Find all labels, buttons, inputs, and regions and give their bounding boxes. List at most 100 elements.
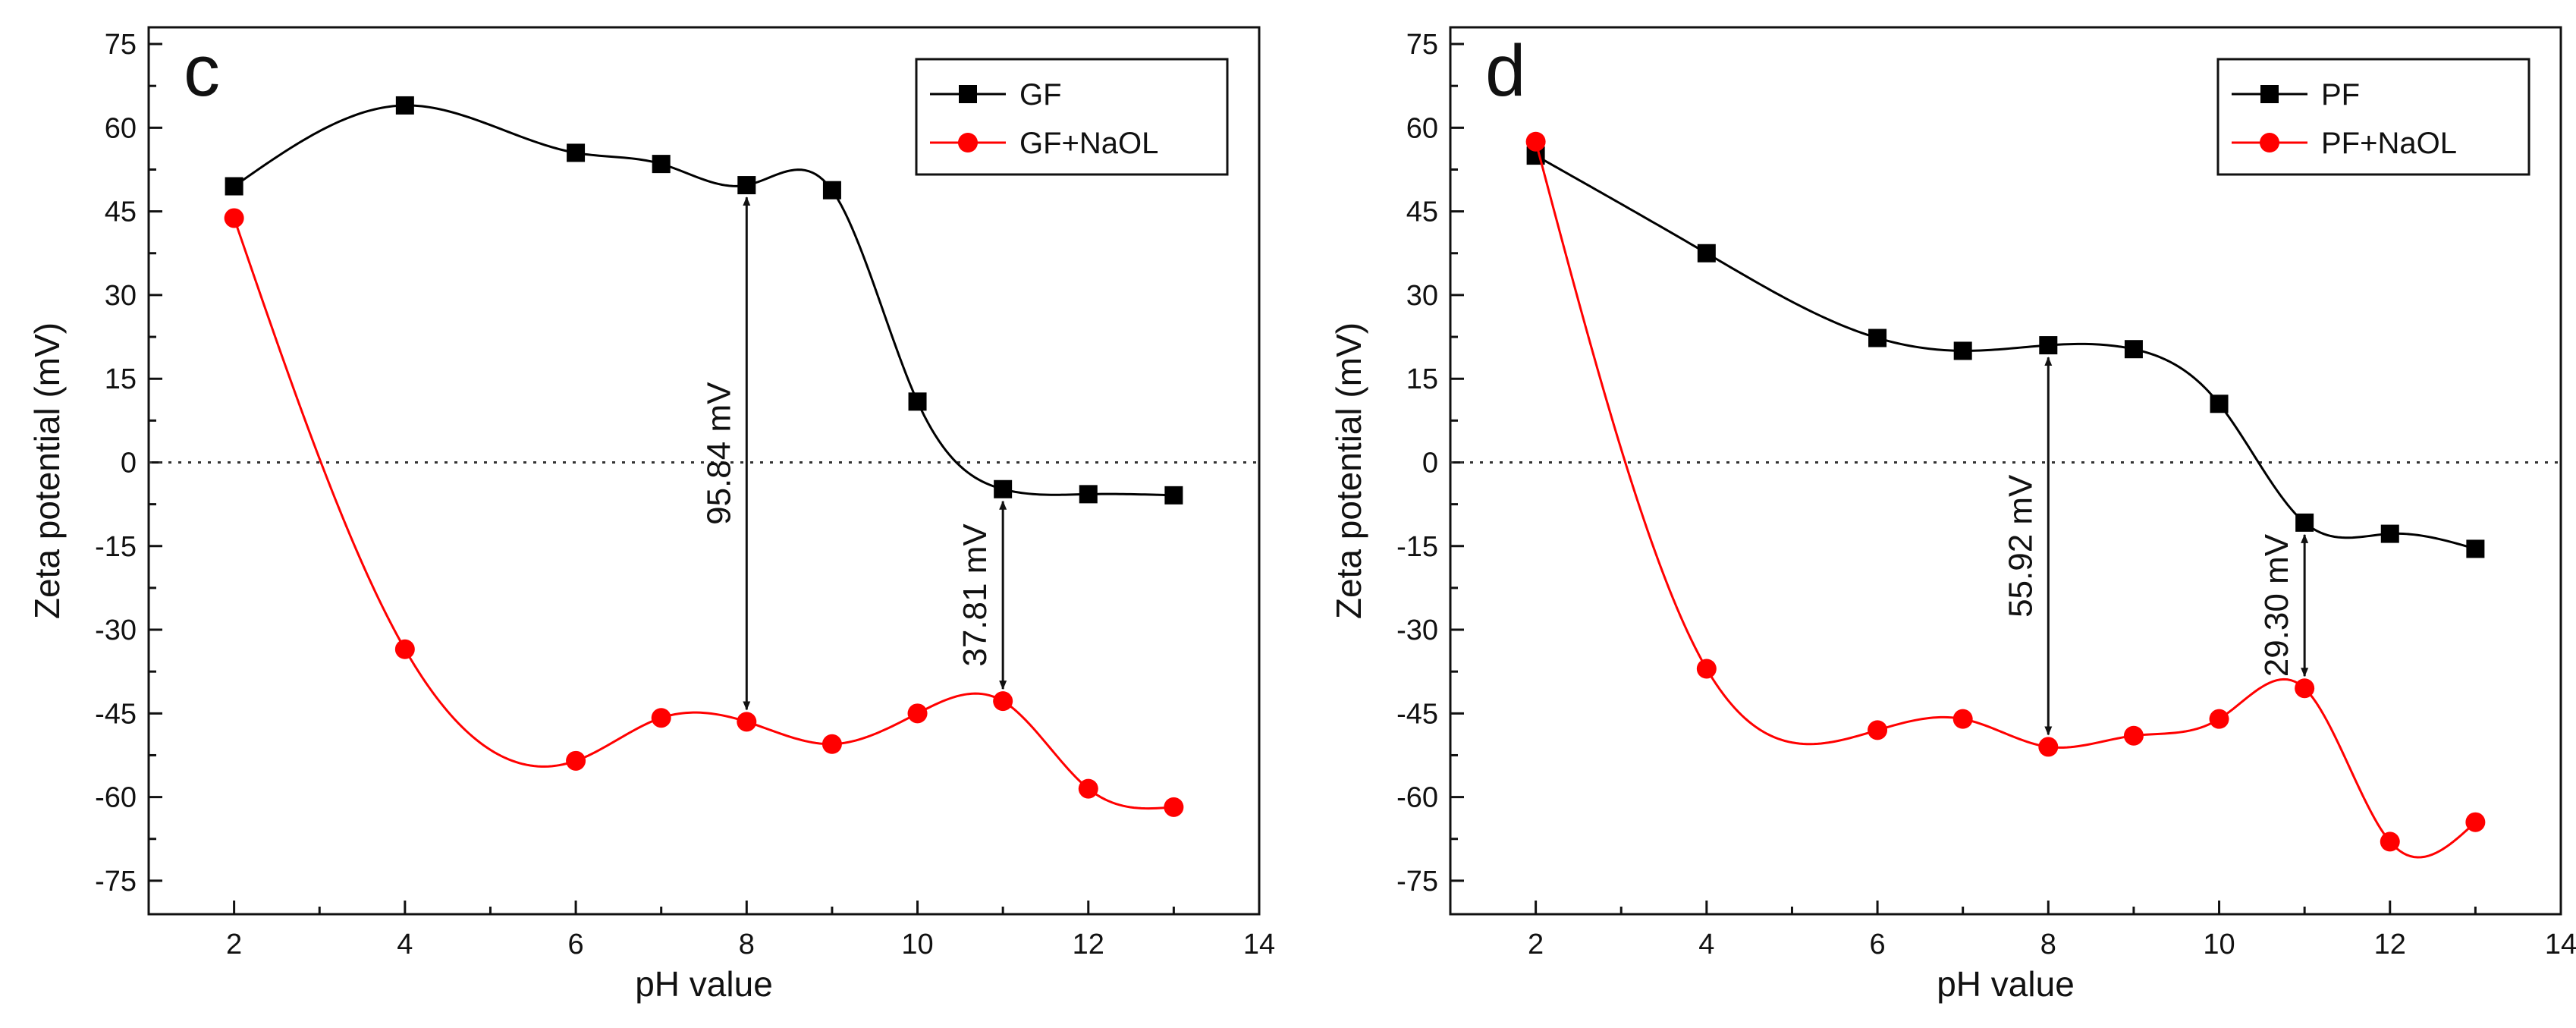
data-point [1953,341,1972,360]
data-point [2380,524,2399,543]
legend-box [2216,58,2530,176]
y-tick-label: 15 [1406,363,1438,395]
data-point [2124,340,2143,359]
y-tick-label: 75 [1406,29,1438,61]
difference-label: 55.92 mV [2002,474,2039,618]
legend-entry: GF+NaOL [1019,127,1158,160]
x-axis-label: pH value [635,964,773,1004]
difference-label: 95.84 mV [700,382,737,525]
y-tick-label: -75 [1396,866,1438,898]
x-tick-label: 12 [2374,929,2406,960]
chart-panel-d: 2 4 6 8 10 12 14 75 60 45 30 15 0 -15 -30 -45 -60 -75 pH v… [1329,26,2576,1004]
data-point [1696,659,1717,679]
x-tick-label: 12 [1073,929,1104,960]
series-line-gf [233,104,1174,497]
plot-frame [147,26,1261,916]
data-point [1164,797,1184,817]
y-axis-label: Zeta potential (mV) [1329,322,1368,619]
data-point [908,392,927,411]
panel-letter: d [1485,30,1525,112]
y-axis-label: Zeta potential (mV) [27,322,67,619]
x-tick-label: 8 [739,929,755,960]
y-tick-label: -15 [95,531,137,563]
y-tick-label: 45 [1406,196,1438,228]
legend-marker [959,85,977,103]
x-axis-label: pH value [1937,964,2075,1004]
y-tick-label: -45 [1396,698,1438,730]
x-tick-label: 10 [901,929,933,960]
y-tick-label: 15 [105,363,137,395]
y-tick-label: -30 [95,615,137,646]
data-point [224,208,244,228]
legend-marker [958,133,978,152]
data-point [2465,812,2486,832]
data-point [1079,485,1098,504]
data-point [567,143,586,162]
data-point [225,177,243,196]
y-tick-label: -60 [95,782,137,814]
y-tick-label: 60 [1406,112,1438,144]
data-point [737,176,756,195]
data-point [1078,778,1098,799]
data-point [2209,709,2229,729]
y-tick-label: 60 [105,112,137,144]
data-point [2123,725,2144,746]
legend-entry: PF [2321,78,2360,112]
legend-entry: GF [1019,78,1062,112]
x-tick-label: 2 [226,929,242,960]
y-tick-label: 45 [105,196,137,228]
data-point [652,155,671,174]
plot-frame [1449,26,2562,916]
y-tick-label: 0 [1422,447,1438,479]
series-line-pf-naol [1535,141,2477,859]
data-point [2466,539,2485,558]
data-point [2380,832,2400,852]
x-tick-label: 6 [568,929,584,960]
data-point [394,639,415,659]
data-point [2039,336,2058,355]
data-point [651,708,671,728]
y-tick-label: 75 [105,29,137,61]
x-tick-label: 8 [2040,929,2056,960]
legend-box [915,58,1229,176]
x-tick-label: 6 [1870,929,1886,960]
data-point [1868,329,1887,347]
data-point [993,691,1013,712]
legend-marker [2260,85,2279,103]
y-tick-label: 30 [105,280,137,312]
y-tick-label: -30 [1396,615,1438,646]
x-tick-label: 2 [1528,929,1544,960]
data-point [821,734,842,754]
data-point [1164,486,1183,505]
y-tick-label: -15 [1396,531,1438,563]
data-point [566,750,586,771]
series-line-gf-naol [233,217,1174,810]
difference-label: 29.30 mV [2258,533,2295,677]
data-point [2038,737,2059,757]
data-point [737,712,757,732]
data-point [1697,244,1716,263]
y-tick-label: 0 [121,447,137,479]
chart-panel-c: 2 4 6 8 10 12 14 75 60 45 30 15 0 -15 -30 -45 -60 -75 pH v… [27,26,1275,1004]
data-point [1525,131,1546,152]
legend-marker [2260,133,2279,152]
data-point [395,96,414,115]
data-point [1868,720,1888,740]
data-point [2210,395,2229,413]
x-tick-label: 4 [1698,929,1714,960]
difference-label: 37.81 mV [957,523,994,667]
data-point [822,181,841,200]
panel-letter: c [184,30,220,112]
y-tick-label: 30 [1406,280,1438,312]
data-point [2295,678,2315,699]
x-tick-label: 14 [1243,929,1275,960]
y-tick-label: -75 [95,866,137,898]
x-tick-label: 14 [2545,929,2576,960]
y-tick-label: -60 [1396,782,1438,814]
legend-entry: PF+NaOL [2321,127,2457,160]
data-point [2295,513,2314,532]
series-line-pf [1535,154,2476,550]
x-tick-label: 10 [2203,929,2235,960]
data-point [994,479,1013,498]
